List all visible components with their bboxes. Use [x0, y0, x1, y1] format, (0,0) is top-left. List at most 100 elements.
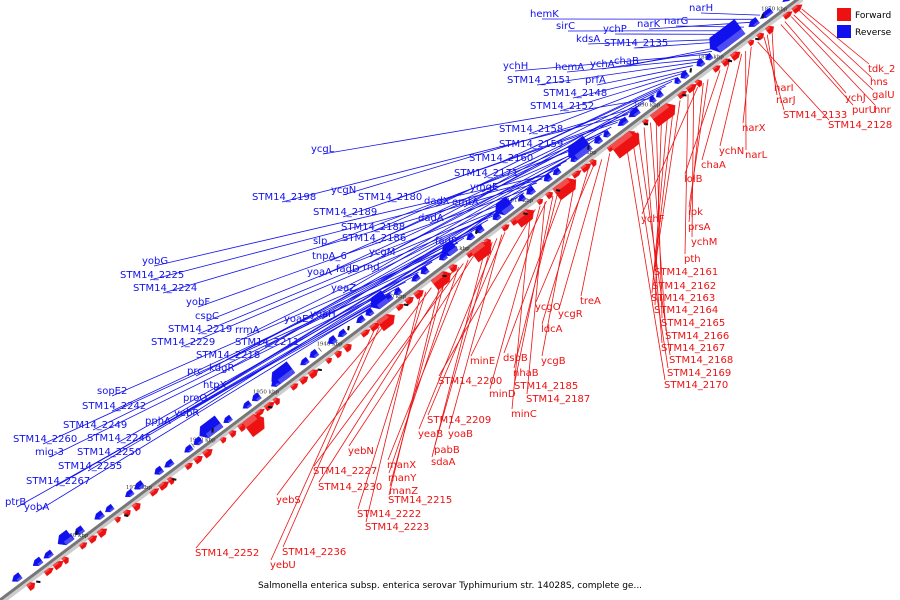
gene-arrow-highlight	[158, 469, 164, 475]
forward-label-line	[387, 259, 469, 461]
forward-gene-label: manY	[388, 473, 417, 484]
reverse-gene-arrow	[57, 529, 74, 546]
gene-arrow-highlight	[650, 103, 670, 120]
tick-label: 1980 kbp	[62, 533, 89, 539]
forward-gene-arrow	[694, 79, 702, 88]
forward-gene-label: STM14_2164	[654, 305, 718, 316]
forward-label-line	[625, 141, 666, 381]
map-caption: Salmonella enterica subsp. enterica sero…	[258, 581, 642, 591]
forward-label-line	[357, 291, 427, 510]
gene-arrow-highlight	[109, 507, 115, 512]
reverse-gene-label: kdgR	[209, 363, 234, 374]
gene-arrow-highlight	[26, 582, 32, 588]
reverse-label-line	[149, 178, 543, 281]
forward-gene-label: STM14_2168	[669, 355, 733, 366]
reverse-gene-label: ychA	[590, 59, 615, 70]
gene-arrow-highlight	[536, 198, 541, 203]
forward-label-line	[431, 246, 487, 458]
reverse-label-line	[342, 170, 554, 294]
forward-label-line	[793, 14, 874, 91]
reverse-label-line	[180, 215, 494, 348]
noncoding-feature	[403, 303, 409, 307]
reverse-gene-arrow	[656, 90, 664, 98]
forward-gene-arrows	[26, 4, 803, 591]
reverse-gene-arrow	[709, 19, 746, 53]
reverse-label-line	[116, 276, 413, 444]
gene-arrow-highlight	[168, 462, 175, 468]
gene-arrow-highlight	[677, 80, 682, 84]
gene-arrow-highlight	[129, 492, 135, 497]
gene-arrow-highlight	[496, 215, 502, 221]
forward-gene-label: STM14_2162	[652, 281, 716, 292]
gene-arrow-highlight	[730, 51, 736, 58]
forward-gene-label: STM14_2170	[664, 380, 728, 391]
forward-gene-label: STM14_2252	[195, 548, 259, 559]
reverse-gene-label: fadR	[435, 236, 458, 247]
noncoding-feature	[317, 368, 323, 372]
forward-gene-label: STM14_2222	[357, 509, 421, 520]
reverse-gene-label: yobG	[142, 256, 168, 267]
forward-gene-label: ychM	[691, 237, 717, 248]
forward-gene-label: STM14_2185	[514, 381, 578, 392]
gene-arrow-highlight	[304, 360, 310, 365]
forward-gene-label: prsA	[688, 222, 711, 233]
reverse-label-line	[16, 308, 370, 508]
noncoding-feature	[36, 580, 41, 584]
forward-gene-arrow	[552, 177, 577, 201]
reverse-gene-label: mig-3	[35, 447, 64, 458]
reverse-gene-label: ychH	[503, 61, 528, 72]
gene-arrow-highlight	[470, 235, 475, 240]
forward-label-line	[558, 159, 603, 310]
forward-gene-label: ychN	[719, 146, 744, 157]
gene-arrow-highlight	[404, 297, 410, 302]
gene-arrow-highlight	[395, 304, 401, 309]
gene-arrow-highlight	[313, 352, 320, 358]
forward-gene-label: narI	[774, 83, 794, 94]
forward-label-lines	[195, 8, 876, 561]
gene-arrow-highlight	[589, 159, 594, 164]
gene-arrow-highlight	[37, 560, 44, 566]
reverse-gene-label: STM14_2171	[454, 168, 518, 179]
gene-arrow-highlight	[325, 357, 330, 362]
forward-label-line	[270, 330, 375, 561]
tick-label: 1960 kbp	[189, 437, 216, 443]
gene-arrow-highlight	[299, 376, 305, 382]
gene-arrow-highlight	[397, 290, 403, 295]
forward-label-line	[434, 241, 493, 446]
forward-gene-label: STM14_2167	[661, 343, 725, 354]
noncoding-feature	[75, 530, 78, 536]
forward-label-line	[641, 86, 699, 215]
forward-label-line	[470, 200, 547, 357]
reverse-label-line	[35, 303, 378, 513]
reverse-gene-arrow	[251, 392, 262, 402]
forward-label-line	[655, 118, 663, 319]
gene-arrow-highlight	[530, 189, 536, 195]
reverse-gene-label: STM14_2219	[168, 324, 232, 335]
reverse-gene-label: yobF	[186, 297, 210, 308]
forward-gene-label: minD	[489, 389, 516, 400]
forward-label-line	[701, 63, 730, 161]
forward-label-line	[580, 153, 611, 297]
gene-arrow-highlight	[307, 369, 314, 376]
reverse-label-line	[321, 142, 590, 247]
gene-arrow-highlight	[52, 561, 59, 567]
gene-arrow-highlight	[501, 224, 506, 229]
forward-gene-label: minE	[470, 356, 495, 367]
legend-reverse-swatch	[837, 25, 851, 38]
forward-label-line	[801, 8, 870, 65]
forward-gene-arrow	[369, 322, 381, 332]
reverse-label-line	[153, 174, 549, 267]
gene-arrow-highlight	[246, 403, 252, 409]
noncoding-features	[36, 13, 764, 584]
gene-arrow-highlight	[331, 338, 338, 344]
gene-arrow-highlight	[510, 217, 516, 223]
forward-gene-arrow	[242, 413, 265, 438]
forward-gene-arrow	[649, 103, 676, 127]
forward-gene-label: STM14_2163	[651, 293, 715, 304]
reverse-gene-label: STM14_2267	[26, 476, 90, 487]
noncoding-feature	[727, 59, 733, 63]
forward-label-line	[798, 10, 872, 78]
forward-gene-arrow	[765, 25, 774, 35]
forward-gene-arrow	[52, 560, 64, 571]
reverse-gene-label: STM14_2180	[358, 192, 422, 203]
